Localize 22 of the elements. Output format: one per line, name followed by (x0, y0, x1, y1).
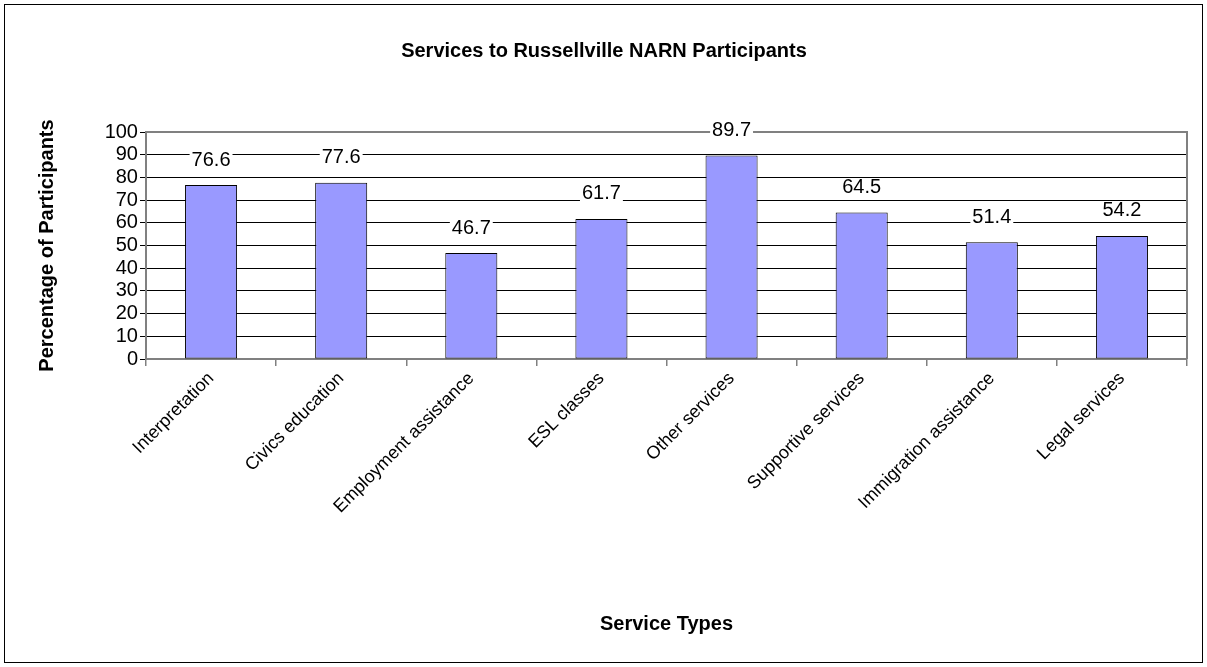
data-label: 64.5 (842, 175, 882, 198)
y-tick-label: 20 (115, 301, 138, 324)
x-axis-title: Service Types (599, 611, 734, 634)
y-tick-label: 0 (126, 346, 138, 369)
data-label: 51.4 (972, 204, 1012, 227)
data-label: 76.6 (191, 147, 231, 170)
y-axis-title: Percentage of Participants (34, 119, 57, 372)
data-label: 46.7 (451, 215, 491, 238)
y-tick-label: 10 (115, 323, 138, 346)
y-tick-label: 80 (115, 164, 138, 187)
y-tick-label: 30 (115, 278, 138, 301)
y-tick-label: 50 (115, 233, 138, 256)
y-tick-label: 90 (115, 142, 138, 165)
data-label: 61.7 (581, 181, 621, 204)
chart-title: Services to Russellville NARN Participants (401, 38, 807, 61)
y-tick-label: 70 (115, 187, 138, 210)
y-tick-label: 100 (104, 119, 138, 142)
data-label: 77.6 (321, 145, 361, 168)
data-label: 54.2 (1102, 198, 1142, 221)
y-tick-label: 40 (115, 255, 138, 278)
y-tick-label: 60 (115, 210, 138, 233)
data-label: 89.7 (712, 117, 752, 140)
